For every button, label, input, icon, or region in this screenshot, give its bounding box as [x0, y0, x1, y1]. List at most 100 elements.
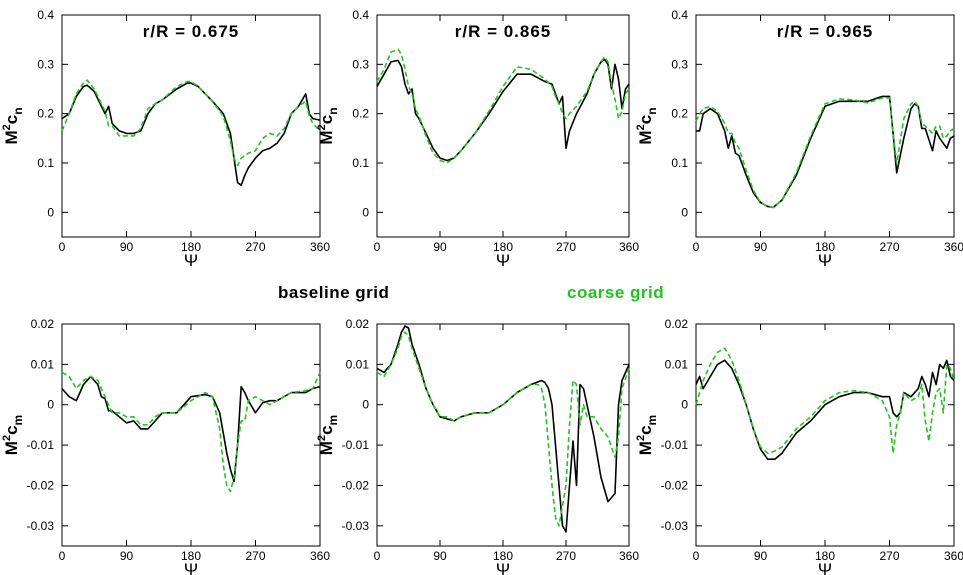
chart-panel-4: -0.03 -0.02 -0.01 0 0.01 0.02 0 90 180 270 360 Ψ M2c… [1, 317, 330, 575]
y-tick-label: -0.01 [342, 438, 370, 452]
y-tick-label: 0 [47, 205, 54, 219]
plot-frame [61, 14, 321, 238]
y-tick-label: -0.03 [342, 519, 370, 533]
x-tick-label: 180 [815, 240, 835, 254]
x-tick-label: 180 [493, 549, 513, 563]
x-tick-label: 360 [310, 240, 330, 254]
x-tick-label: 360 [944, 240, 963, 254]
plot-frame [376, 323, 630, 547]
series-line-baseline-grid [376, 58, 630, 162]
x-tick-label: 90 [754, 549, 768, 563]
x-tick-label: 180 [815, 549, 835, 563]
series-line-baseline-grid [696, 95, 955, 209]
x-tick-label: 180 [493, 240, 513, 254]
chart-panel-1: 0 0.1 0.2 0.3 0.4 0 90 180 270 360 Ψ M2cn r/R = 0.67… [1, 8, 330, 270]
x-tick-label: 90 [754, 240, 768, 254]
y-tick-label: 0 [47, 398, 54, 412]
chart-title: r/R = 0.865 [455, 22, 552, 41]
y-tick-label: 0.4 [671, 8, 688, 22]
y-axis-label: M2cm [316, 415, 340, 455]
y-tick-label: -0.03 [661, 519, 689, 533]
y-tick-label: 0.01 [31, 357, 55, 371]
x-tick-label: 270 [556, 549, 576, 563]
x-tick-label: 270 [879, 240, 899, 254]
x-tick-label: 360 [944, 549, 963, 563]
x-axis-label: Ψ [818, 251, 832, 270]
x-tick-label: 360 [310, 549, 330, 563]
series-line-coarse-grid [376, 331, 630, 527]
y-tick-label: 0.2 [352, 107, 369, 121]
plot-frame [695, 323, 955, 547]
y-tick-label: -0.02 [342, 478, 370, 492]
y-axis-label: M2cm [635, 415, 659, 455]
x-tick-label: 0 [693, 549, 700, 563]
chart-title: r/R = 0.965 [777, 22, 874, 41]
series-line-coarse-grid [695, 97, 955, 209]
series-line-baseline-grid [61, 375, 321, 483]
chart-title: r/R = 0.675 [143, 22, 240, 41]
y-tick-label: -0.03 [27, 519, 55, 533]
legend-coarse-grid: coarse grid [567, 283, 665, 302]
y-tick-label: -0.01 [27, 438, 55, 452]
x-axis-label: Ψ [496, 560, 510, 575]
y-tick-label: 0.01 [346, 357, 370, 371]
y-tick-label: 0.3 [37, 57, 54, 71]
y-tick-label: 0.4 [352, 8, 369, 22]
y-axis-label: M2cn [1, 107, 25, 144]
chart-panel-3: 0 0.1 0.2 0.3 0.4 0 90 180 270 360 Ψ M2cn r/R = 0.96… [635, 8, 963, 270]
y-tick-label: 0.02 [665, 317, 689, 331]
x-axis-label: Ψ [184, 560, 198, 575]
x-tick-label: 90 [433, 549, 447, 563]
y-tick-label: 0 [681, 205, 688, 219]
series-line-baseline-grid [61, 82, 321, 186]
y-tick-label: 0 [362, 205, 369, 219]
x-tick-label: 180 [181, 549, 201, 563]
y-tick-label: 0.3 [352, 57, 369, 71]
y-tick-label: 0 [362, 398, 369, 412]
plot-frame [61, 323, 321, 547]
series-line-coarse-grid [376, 48, 630, 164]
y-tick-label: 0 [681, 398, 688, 412]
x-tick-label: 0 [374, 240, 381, 254]
x-tick-label: 0 [59, 549, 66, 563]
x-tick-label: 0 [59, 240, 66, 254]
y-tick-label: 0.2 [37, 107, 54, 121]
series-line-coarse-grid [61, 79, 321, 167]
y-tick-label: 0.02 [31, 317, 55, 331]
y-tick-label: -0.02 [27, 478, 55, 492]
series-line-baseline-grid [376, 325, 630, 533]
x-tick-label: 180 [181, 240, 201, 254]
x-tick-label: 270 [245, 240, 265, 254]
plot-frame [695, 14, 955, 238]
x-axis-label: Ψ [496, 251, 510, 270]
y-tick-label: 0.1 [37, 156, 54, 170]
series-line-coarse-grid [61, 371, 321, 493]
series-line-baseline-grid [695, 359, 955, 461]
chart-panel-6: -0.03 -0.02 -0.01 0 0.01 0.02 0 90 180 270 360 Ψ M2c… [635, 317, 963, 575]
x-tick-label: 270 [245, 549, 265, 563]
y-tick-label: 0.1 [352, 156, 369, 170]
y-tick-label: -0.01 [661, 438, 689, 452]
x-tick-label: 270 [879, 549, 899, 563]
x-axis-label: Ψ [184, 251, 198, 270]
y-tick-label: 0.01 [665, 357, 689, 371]
chart-panel-2: 0 0.1 0.2 0.3 0.4 0 90 180 270 360 Ψ M2cn r/R = 0.86… [316, 8, 639, 270]
chart-panel-5: -0.03 -0.02 -0.01 0 0.01 0.02 0 90 180 270 360 Ψ M2c… [316, 317, 639, 575]
x-tick-label: 90 [120, 549, 134, 563]
y-tick-label: 0.2 [671, 107, 688, 121]
y-axis-label: M2cn [316, 107, 340, 144]
x-tick-label: 90 [120, 240, 134, 254]
x-tick-label: 90 [433, 240, 447, 254]
series-line-coarse-grid [695, 347, 955, 455]
x-axis-label: Ψ [818, 560, 832, 575]
x-tick-label: 270 [556, 240, 576, 254]
y-tick-label: 0.1 [671, 156, 688, 170]
x-tick-label: 0 [693, 240, 700, 254]
plot-frame [376, 14, 630, 238]
y-tick-label: 0.02 [346, 317, 370, 331]
x-tick-label: 0 [374, 549, 381, 563]
y-axis-label: M2cn [635, 107, 659, 144]
y-tick-label: 0.4 [37, 8, 54, 22]
y-tick-label: -0.02 [661, 478, 689, 492]
